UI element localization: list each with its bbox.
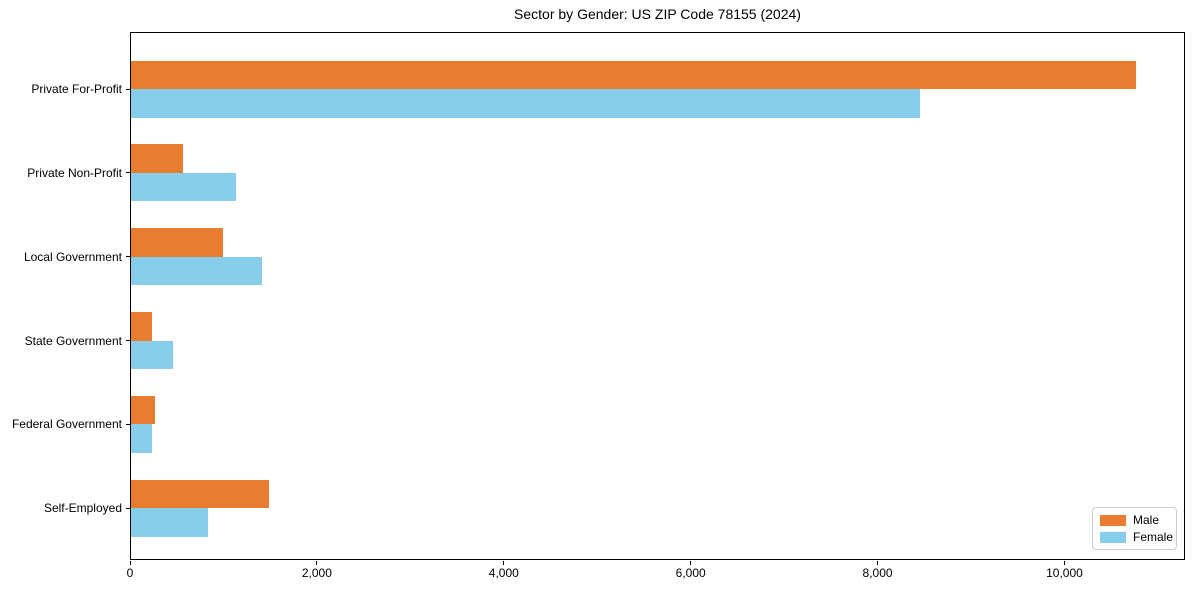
xtick-label-10000: 10,000 [1046, 566, 1083, 580]
xtick-label-6000: 6,000 [675, 566, 706, 580]
bar-male-state-government [131, 312, 153, 341]
legend-label-male: Male [1133, 513, 1160, 527]
bar-female-private-non-profit [131, 172, 236, 202]
legend-item-male: Male [1100, 513, 1169, 527]
plot-area [130, 32, 1185, 560]
bar-male-self-employed [131, 479, 270, 509]
ytick-mark-self-employed [126, 507, 130, 509]
xtick-label-4000: 4,000 [488, 566, 519, 580]
xtick-label-2000: 2,000 [301, 566, 332, 580]
legend-swatch-female-icon [1100, 531, 1126, 543]
xtick-mark-8000 [877, 561, 879, 565]
ytick-label-self-employed: Self-Employed [43, 501, 122, 516]
bar-male-private-for-profit [131, 60, 1136, 89]
bar-male-private-non-profit [131, 144, 183, 173]
bar-female-state-government [131, 340, 173, 370]
xtick-mark-10000 [1063, 561, 1065, 565]
ytick-label-private-non-profit: Private Non-Profit [27, 165, 122, 180]
ytick-mark-state-government [126, 340, 130, 342]
legend-label-female: Female [1133, 530, 1174, 544]
legend: Male Female [1092, 507, 1177, 550]
chart-title: Sector by Gender: US ZIP Code 78155 (202… [514, 6, 801, 22]
bar-female-local-government [131, 256, 262, 286]
bar-male-local-government [131, 228, 223, 257]
bar-female-self-employed [131, 508, 209, 537]
ytick-mark-private-for-profit [126, 88, 130, 90]
ytick-mark-private-non-profit [126, 172, 130, 174]
xtick-label-8000: 8,000 [862, 566, 893, 580]
legend-item-female: Female [1100, 530, 1173, 544]
ytick-mark-local-government [126, 256, 130, 258]
bar-female-federal-government [131, 424, 153, 453]
xtick-label-0: 0 [126, 566, 134, 580]
ytick-label-federal-government: Federal Government [11, 417, 122, 432]
xtick-mark-6000 [690, 561, 692, 565]
ytick-mark-federal-government [126, 423, 130, 425]
ytick-label-state-government: State Government [24, 333, 122, 348]
legend-swatch-male-icon [1100, 514, 1126, 526]
bar-male-federal-government [131, 395, 156, 425]
xtick-mark-4000 [503, 561, 505, 565]
ytick-label-private-for-profit: Private For-Profit [31, 82, 122, 96]
xtick-mark-2000 [316, 561, 318, 565]
xtick-mark-0 [129, 561, 131, 565]
ytick-label-local-government: Local Government [23, 249, 122, 264]
bar-female-private-for-profit [131, 89, 920, 118]
